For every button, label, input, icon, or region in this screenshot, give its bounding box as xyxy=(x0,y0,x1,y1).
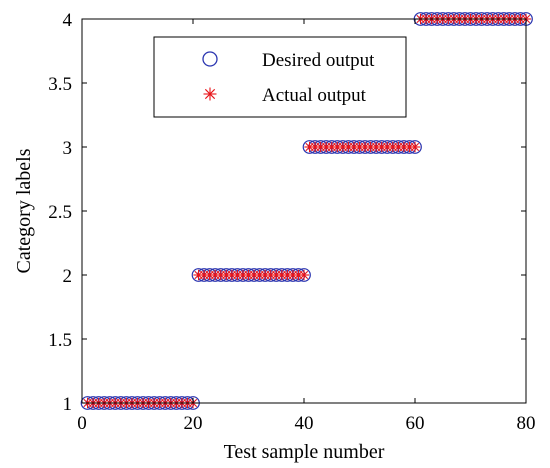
legend: Desired output Actual output xyxy=(153,36,407,118)
actual-output-point xyxy=(409,141,421,153)
y-tick-label: 2 xyxy=(63,266,73,287)
y-tick-label: 3 xyxy=(63,138,73,159)
x-axis-label: Test sample number xyxy=(224,441,385,463)
x-tick-label: 60 xyxy=(406,413,425,434)
x-tick-label: 40 xyxy=(295,413,314,434)
y-tick-label: 2.5 xyxy=(48,202,72,223)
x-axis: 0 20 40 60 80 xyxy=(77,19,536,434)
legend-label-actual-output: Actual output xyxy=(262,85,367,106)
legend-star-shape xyxy=(203,87,217,101)
legend-marker-desired-output xyxy=(202,51,218,67)
legend-box xyxy=(153,36,407,118)
legend-marker-actual-output xyxy=(203,87,217,101)
y-axis: 1 1.5 2 2.5 3 3.5 4 xyxy=(48,10,526,415)
x-tick-label: 20 xyxy=(184,413,203,434)
y-tick-label: 1 xyxy=(63,394,73,415)
y-axis-label: Category labels xyxy=(13,148,35,273)
actual-output-point xyxy=(298,269,310,281)
y-tick-label: 1.5 xyxy=(48,330,72,351)
x-tick-label: 0 xyxy=(77,413,87,434)
x-tick-label: 80 xyxy=(517,413,536,434)
y-tick-label: 3.5 xyxy=(48,74,72,95)
y-tick-label: 4 xyxy=(63,10,73,31)
legend-label-desired-output: Desired output xyxy=(262,50,375,71)
